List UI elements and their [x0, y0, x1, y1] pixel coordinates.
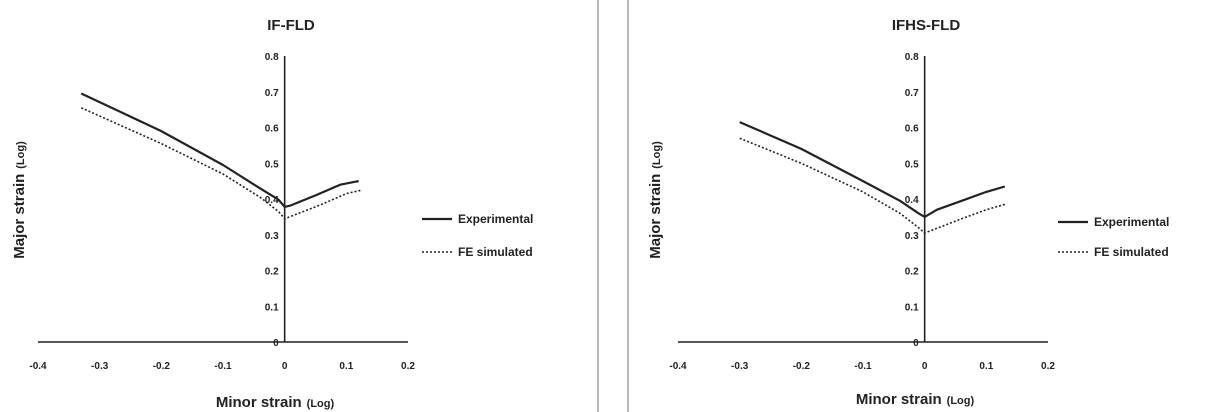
- y-tick-label: 0.3: [265, 231, 279, 242]
- y-axis-label: Major strain (Log): [11, 141, 28, 259]
- x-axis-unit: (Log): [307, 398, 335, 410]
- y-tick-label: 0.5: [905, 159, 919, 170]
- x-tick-label: -0.4: [29, 361, 47, 372]
- y-tick-label: 0.4: [265, 195, 279, 206]
- series-line-experimental: [80, 92, 359, 208]
- series-line-fe-simulated: [739, 137, 1006, 234]
- y-tick-label: 0.4: [905, 195, 919, 206]
- x-tick-label: 0.2: [1041, 361, 1055, 372]
- y-tick-label: 0: [273, 338, 279, 349]
- y-axis-unit: (Log): [651, 141, 663, 169]
- x-tick-label: 0.2: [401, 361, 415, 372]
- panel-divider-left: [597, 0, 599, 412]
- x-tick-label: -0.1: [854, 361, 872, 372]
- x-tick-label: 0.1: [979, 361, 993, 372]
- chart-title: IFHS-FLD: [892, 17, 960, 34]
- chart-title: IF-FLD: [267, 17, 315, 34]
- y-axis-title: Major strain: [647, 174, 664, 259]
- legend-label: FE simulated: [458, 245, 533, 259]
- legend-label: FE simulated: [1094, 245, 1169, 259]
- x-tick-label: -0.2: [153, 361, 171, 372]
- series-line-fe-simulated: [80, 107, 362, 220]
- x-tick-label: 0.1: [339, 361, 353, 372]
- y-tick-label: 0.3: [905, 231, 919, 242]
- y-axis-title: Major strain: [11, 174, 28, 259]
- y-tick-label: 0.5: [265, 159, 279, 170]
- x-axis-title: Minor strain: [216, 394, 302, 411]
- y-tick-label: 0.6: [265, 124, 279, 135]
- y-tick-label: 0.7: [265, 88, 279, 99]
- x-tick-label: -0.2: [793, 361, 811, 372]
- x-tick-label: 0: [922, 361, 928, 372]
- y-tick-label: 0.2: [265, 267, 279, 278]
- y-tick-label: 0.8: [905, 52, 919, 63]
- x-tick-label: 0: [282, 361, 288, 372]
- y-tick-label: 0: [913, 338, 919, 349]
- y-tick-label: 0.8: [265, 52, 279, 63]
- x-axis-label: Minor strain (Log): [856, 391, 975, 408]
- x-axis-unit: (Log): [947, 395, 975, 407]
- x-tick-label: -0.1: [214, 361, 232, 372]
- y-tick-label: 0.7: [905, 88, 919, 99]
- x-axis-label: Minor strain (Log): [216, 394, 335, 411]
- legend-label: Experimental: [1094, 215, 1169, 229]
- y-tick-label: 0.1: [905, 302, 919, 313]
- y-axis-unit: (Log): [15, 141, 27, 169]
- panel-divider-right: [627, 0, 629, 412]
- y-tick-label: 0.2: [905, 267, 919, 278]
- chart-if-fld: IF-FLD -0.4 -0.3 -0.2 -0.1 0 0.1 0.2 0 0.1 0.2 0.3 0…: [11, 17, 533, 411]
- x-tick-label: -0.3: [731, 361, 749, 372]
- y-axis-label: Major strain (Log): [647, 141, 664, 259]
- legend-label: Experimental: [458, 212, 533, 226]
- y-tick-label: 0.6: [905, 124, 919, 135]
- series-line-experimental: [739, 121, 1006, 218]
- chart-ifhs-fld: IFHS-FLD -0.4 -0.3 -0.2 -0.1 0 0.1 0.2 0 0.1 0.2 0.…: [647, 17, 1169, 408]
- x-axis-title: Minor strain: [856, 391, 942, 408]
- x-tick-label: -0.4: [669, 361, 687, 372]
- y-tick-label: 0.1: [265, 302, 279, 313]
- x-tick-label: -0.3: [91, 361, 109, 372]
